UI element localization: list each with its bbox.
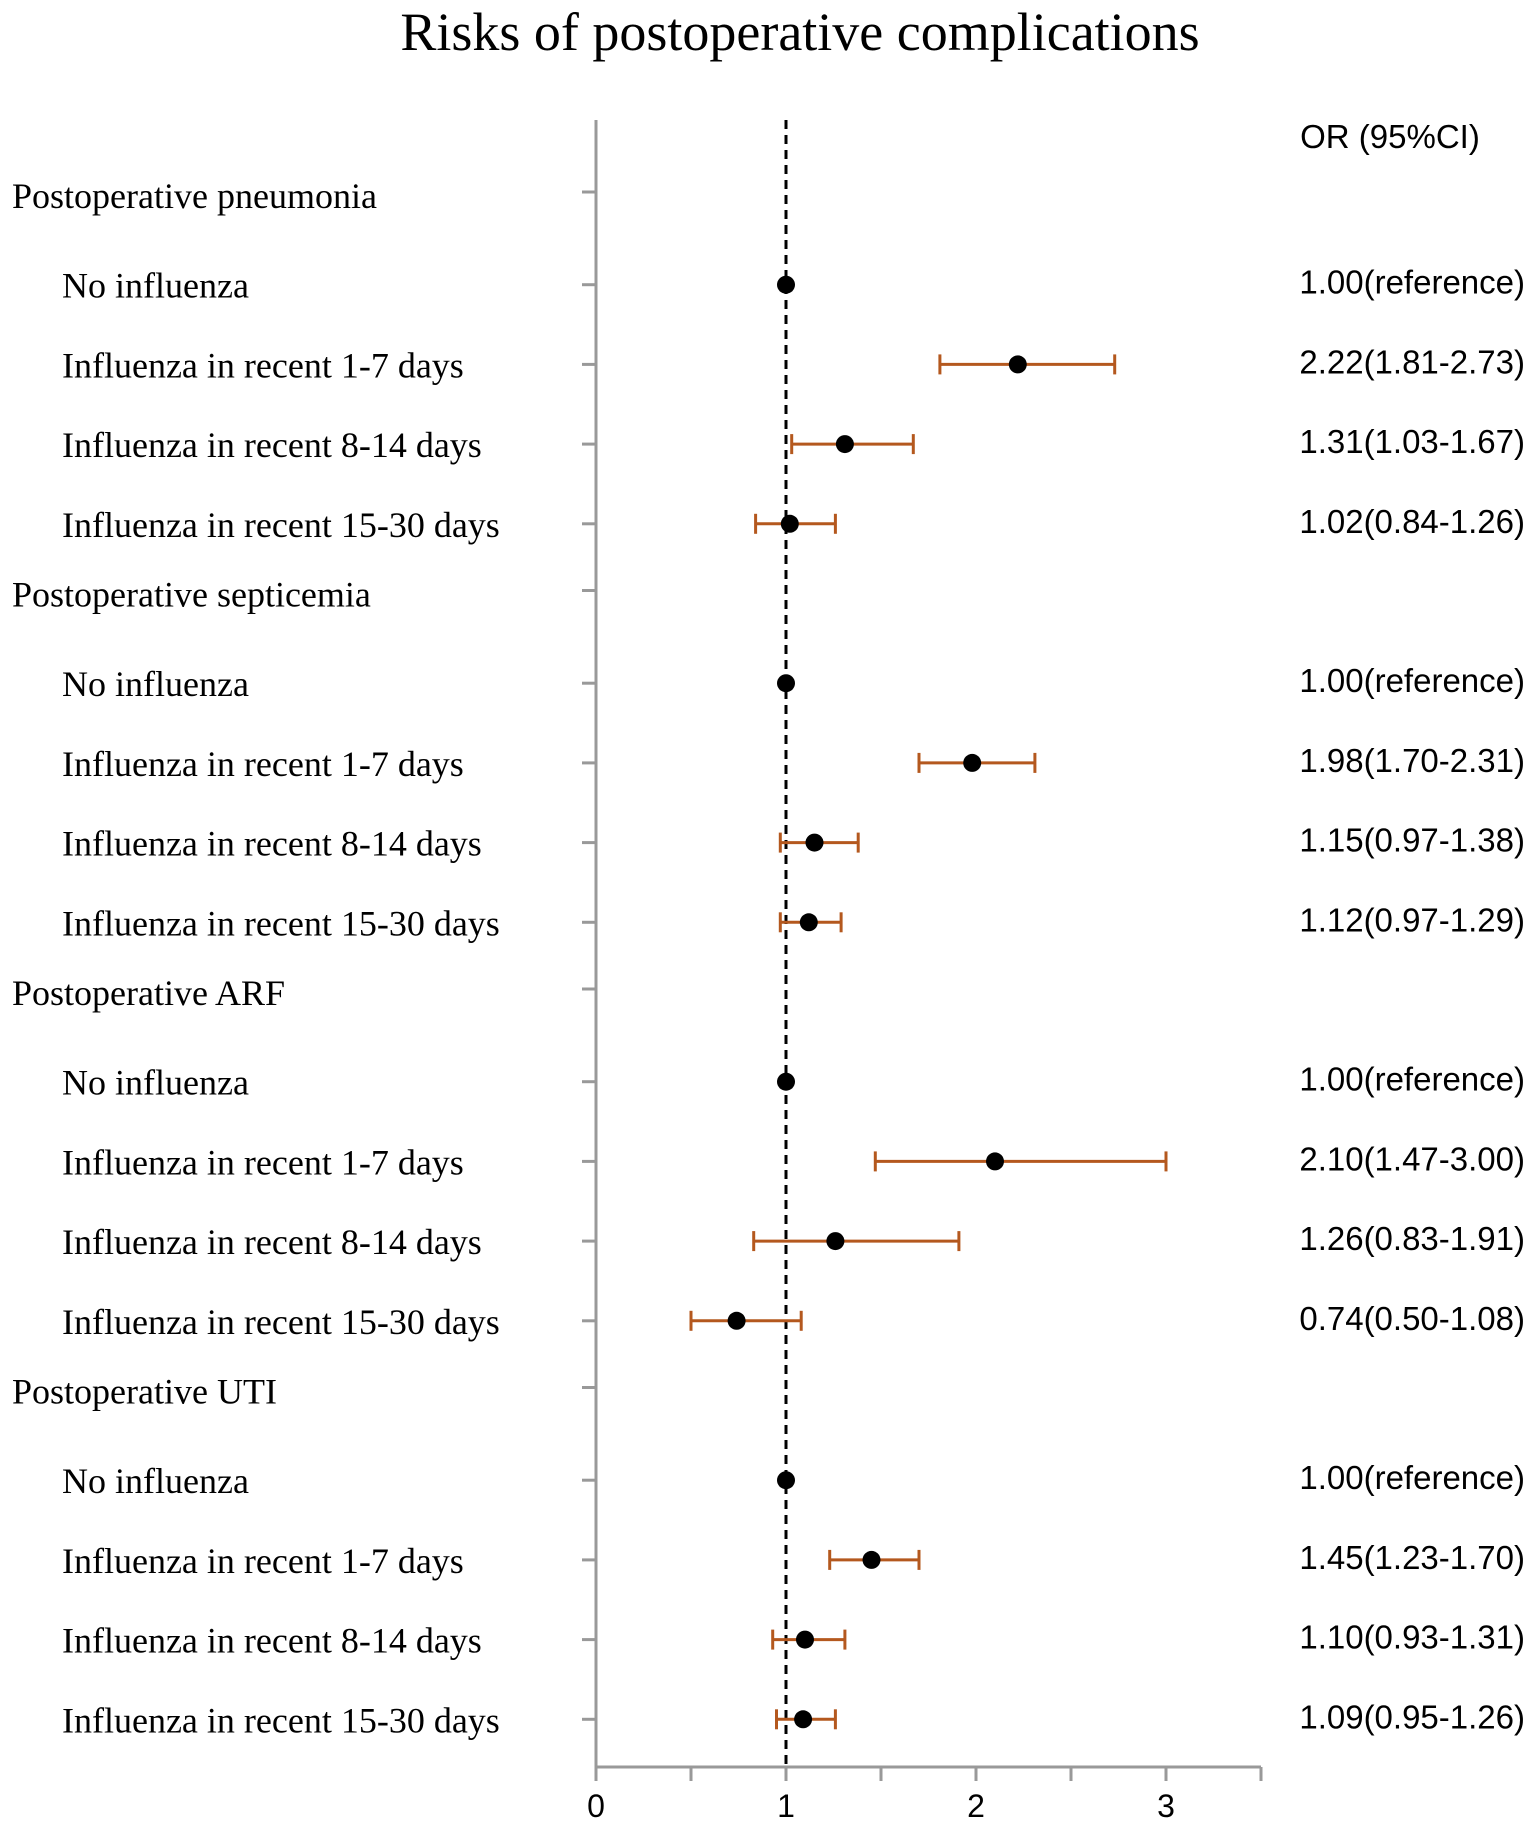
or-ci-text: 1.31(1.03-1.67) — [1299, 423, 1525, 460]
row-label: Influenza in recent 1-7 days — [62, 345, 464, 385]
row-label: No influenza — [62, 266, 249, 306]
or-ci-text: 1.00(reference) — [1299, 1459, 1525, 1496]
or-ci-text: 1.15(0.97-1.38) — [1299, 822, 1525, 859]
or-ci-text: 0.74(0.50-1.08) — [1299, 1300, 1525, 1337]
or-ci-text: 1.00(reference) — [1299, 264, 1525, 301]
or-ci-text: 1.09(0.95-1.26) — [1299, 1698, 1525, 1735]
group-label: Postoperative pneumonia — [12, 176, 377, 216]
row-label: No influenza — [62, 1461, 249, 1501]
row-label: No influenza — [62, 664, 249, 704]
chart-title: Risks of postoperative complications — [400, 2, 1199, 62]
row-label: Influenza in recent 15-30 days — [62, 1700, 500, 1740]
x-tick-label: 2 — [967, 1788, 985, 1824]
or-point — [799, 913, 818, 932]
or-point — [826, 1232, 845, 1251]
row-label: Influenza in recent 8-14 days — [62, 1621, 482, 1661]
x-axis: 0 1 2 3 — [582, 120, 1263, 1824]
row-label: Influenza in recent 1-7 days — [62, 744, 464, 784]
or-ci-text: 1.12(0.97-1.29) — [1299, 901, 1525, 938]
x-tick-label: 3 — [1157, 1788, 1175, 1824]
or-point — [777, 674, 795, 693]
group-label: Postoperative UTI — [12, 1372, 277, 1412]
group-label: Postoperative ARF — [12, 973, 285, 1013]
group-label: Postoperative septicemia — [12, 575, 371, 615]
or-point — [796, 1630, 814, 1649]
x-tick-label: 1 — [777, 1788, 795, 1824]
or-point — [835, 435, 854, 454]
or-point — [794, 1710, 813, 1729]
or-point — [1008, 355, 1027, 374]
row-label: Influenza in recent 15-30 days — [62, 505, 500, 545]
or-point — [727, 1311, 746, 1330]
or-ci-text: 1.45(1.23-1.70) — [1299, 1539, 1525, 1576]
or-ci-text: 1.02(0.84-1.26) — [1299, 503, 1525, 540]
ci-header: OR (95%CI) — [1300, 118, 1480, 155]
or-point — [777, 1072, 795, 1091]
or-point — [805, 833, 824, 852]
or-ci-text: 1.00(reference) — [1299, 1061, 1525, 1098]
row-label: Influenza in recent 1-7 days — [62, 1541, 464, 1581]
or-point — [986, 1152, 1004, 1171]
row-label: Influenza in recent 15-30 days — [62, 903, 500, 943]
or-ci-text: 1.98(1.70-2.31) — [1299, 742, 1525, 779]
or-ci-text: 2.22(1.81-2.73) — [1299, 343, 1525, 380]
or-ci-text: 1.26(0.83-1.91) — [1299, 1220, 1525, 1257]
or-ci-text: 1.10(0.93-1.31) — [1299, 1619, 1525, 1656]
forest-rows: Postoperative pneumonia No influenza 1.00(… — [12, 176, 1525, 1740]
or-point — [777, 275, 795, 294]
row-label: No influenza — [62, 1063, 249, 1103]
row-label: Influenza in recent 8-14 days — [62, 425, 482, 465]
or-point — [780, 514, 799, 533]
or-ci-text: 1.00(reference) — [1299, 662, 1525, 699]
or-point — [777, 1471, 795, 1490]
or-point — [963, 753, 982, 772]
row-label: Influenza in recent 8-14 days — [62, 824, 482, 864]
row-label: Influenza in recent 8-14 days — [62, 1222, 482, 1262]
x-tick-label: 0 — [587, 1788, 605, 1824]
row-label: Influenza in recent 15-30 days — [62, 1302, 500, 1342]
or-point — [862, 1550, 881, 1569]
or-ci-text: 2.10(1.47-3.00) — [1299, 1140, 1525, 1177]
row-label: Influenza in recent 1-7 days — [62, 1142, 464, 1182]
